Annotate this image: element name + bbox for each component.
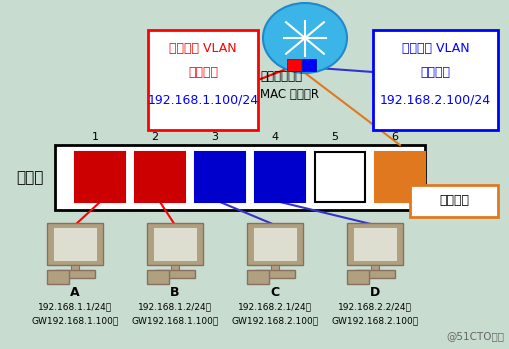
Bar	[410, 185, 498, 217]
Text: 的子接口: 的子接口	[188, 66, 218, 79]
Text: GW192.168.2.100，: GW192.168.2.100，	[331, 317, 418, 326]
Bar	[373, 30, 498, 130]
Bar	[255, 152, 305, 202]
Text: 4: 4	[271, 132, 278, 142]
Text: 192.168.1.100/24: 192.168.1.100/24	[148, 94, 259, 106]
Text: 2: 2	[152, 132, 159, 142]
Bar	[195, 152, 245, 202]
Bar	[287, 59, 301, 71]
Text: GW192.168.1.100，: GW192.168.1.100，	[32, 317, 119, 326]
Text: A: A	[70, 287, 80, 299]
Bar	[302, 59, 316, 71]
Bar	[371, 265, 379, 271]
Text: 5: 5	[331, 132, 338, 142]
Bar	[147, 270, 169, 284]
Bar	[353, 227, 397, 261]
Text: 1: 1	[92, 132, 99, 142]
Bar	[247, 270, 269, 284]
Text: 192.168.1.1/24，: 192.168.1.1/24，	[38, 303, 112, 312]
Text: 交换机: 交换机	[16, 171, 44, 186]
Text: 3: 3	[212, 132, 218, 142]
Text: 汇聚链接: 汇聚链接	[439, 194, 469, 208]
Bar	[347, 270, 369, 284]
Bar	[153, 227, 197, 261]
Bar	[75, 152, 125, 202]
Bar	[375, 152, 425, 202]
Text: GW192.168.1.100，: GW192.168.1.100，	[131, 317, 219, 326]
Text: GW192.168.2.100，: GW192.168.2.100，	[232, 317, 319, 326]
Bar	[253, 227, 297, 261]
Ellipse shape	[263, 3, 347, 73]
Bar	[135, 152, 185, 202]
Bar	[47, 223, 103, 265]
Text: 192.168.2.1/24，: 192.168.2.1/24，	[238, 303, 312, 312]
Bar	[171, 265, 179, 271]
Bar	[155, 270, 195, 278]
Bar	[255, 270, 295, 278]
Text: MAC 地址：R: MAC 地址：R	[260, 88, 319, 101]
Text: 192.168.1.2/24，: 192.168.1.2/24，	[138, 303, 212, 312]
Text: @51CTO博客: @51CTO博客	[446, 331, 504, 341]
Bar	[47, 270, 69, 284]
Text: C: C	[270, 287, 279, 299]
Bar	[247, 223, 303, 265]
Text: 连接蓝色 VLAN: 连接蓝色 VLAN	[402, 42, 469, 54]
Bar	[55, 270, 95, 278]
Text: 路由器端口的: 路由器端口的	[260, 70, 302, 83]
Bar	[71, 265, 79, 271]
Bar	[347, 223, 403, 265]
Text: 6: 6	[391, 132, 399, 142]
Text: 连接红色 VLAN: 连接红色 VLAN	[169, 42, 237, 54]
Bar	[55, 145, 425, 210]
Bar	[315, 152, 365, 202]
Bar	[271, 265, 279, 271]
Bar	[53, 227, 97, 261]
Text: B: B	[170, 287, 180, 299]
Text: D: D	[370, 287, 380, 299]
Bar	[355, 270, 395, 278]
Bar	[148, 30, 258, 130]
Text: 的子接口: 的子接口	[420, 66, 450, 79]
Text: 192.168.2.100/24: 192.168.2.100/24	[380, 94, 491, 106]
Text: 192.168.2.2/24，: 192.168.2.2/24，	[338, 303, 412, 312]
Bar	[147, 223, 203, 265]
